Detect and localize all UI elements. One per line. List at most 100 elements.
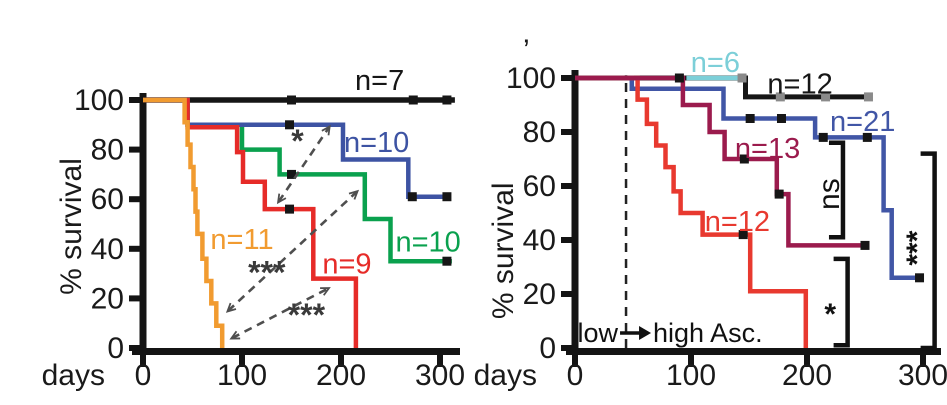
x-tick-label: 200 <box>782 359 832 392</box>
bracket-significance-label: * <box>824 298 836 331</box>
censor-mark-blue-n21 <box>745 114 755 123</box>
y-tick <box>129 245 143 252</box>
y-tick-label: 60 <box>91 183 124 216</box>
n-label-green-n10: n=10 <box>395 226 460 258</box>
censor-mark-blue-n21 <box>915 273 925 283</box>
transition-label-low: low <box>578 318 619 348</box>
x-tick <box>688 355 694 367</box>
censor-mark-red-n9 <box>285 204 295 214</box>
y-tick-label: 20 <box>91 282 124 315</box>
n-label-blue-n21: n=21 <box>830 106 895 138</box>
y-tick <box>129 146 143 153</box>
x-tick-label: 0 <box>135 359 152 392</box>
y-tick <box>561 129 575 135</box>
y-tick <box>561 237 575 243</box>
n-label-cyan-n6: n=6 <box>691 47 740 79</box>
significance-label: *** <box>248 255 286 291</box>
y-tick-label: 100 <box>74 84 124 117</box>
n-label-orange-n11: n=11 <box>210 224 273 256</box>
y-axis-label: % survival <box>487 182 520 319</box>
y-tick-label: 80 <box>523 116 556 149</box>
x-tick-label: 200 <box>316 359 366 392</box>
x-axis <box>566 348 941 355</box>
x-tick <box>239 355 245 367</box>
significance-label: * <box>291 123 304 159</box>
y-axis-label: % survival <box>55 158 88 295</box>
y-tick <box>129 295 143 302</box>
bracket-significance-label: ns <box>813 178 846 210</box>
comparison-bracket <box>828 140 846 240</box>
y-tick-label: 20 <box>523 278 556 311</box>
stray-mark: ’ <box>523 34 530 67</box>
censor-mark-maroon-n13 <box>674 73 684 83</box>
censor-mark-black-n7 <box>408 95 418 105</box>
censor-mark-blue-n10 <box>442 192 452 202</box>
censor-mark-black-n12 <box>821 92 831 102</box>
x-tick <box>920 355 926 367</box>
survival-curve-orange-n11 <box>143 97 225 348</box>
y-tick-label: 60 <box>523 170 556 203</box>
y-tick <box>129 97 143 103</box>
comparison-bracket <box>920 151 937 351</box>
censor-mark-blue-n21 <box>862 132 872 142</box>
transition-arrowhead <box>639 326 652 340</box>
survival-curve-red-n12 <box>575 75 809 348</box>
x-tick-label: 100 <box>666 359 716 392</box>
y-tick-label: 40 <box>523 224 556 257</box>
y-axis <box>139 93 147 355</box>
y-tick-label: 0 <box>107 332 124 365</box>
censor-mark-blue-n21 <box>818 132 828 142</box>
plot-right: 0 20 40 60 80 100 0 100 200 300 days % survival ’ low… <box>474 34 947 392</box>
censor-mark-black-n12 <box>775 92 785 102</box>
y-tick-label: 0 <box>539 332 556 365</box>
y-tick-label: 80 <box>91 134 124 167</box>
n-label-red-n12: n=12 <box>705 206 770 238</box>
y-axis <box>571 70 579 355</box>
n-label-black-n7: n=7 <box>355 65 404 97</box>
x-axis-label: days <box>42 359 105 392</box>
x-tick <box>572 355 578 367</box>
censor-mark-maroon-n13 <box>739 154 749 164</box>
x-tick <box>338 355 344 367</box>
censor-mark-black-n12 <box>863 92 873 102</box>
x-tick-label: 100 <box>217 359 267 392</box>
survival-curve-maroon-n13 <box>575 75 865 248</box>
censor-mark-cyan-n6 <box>737 73 747 83</box>
x-axis <box>132 348 460 355</box>
x-tick-label: 300 <box>898 359 947 392</box>
y-tick-label: 100 <box>506 62 556 95</box>
censor-mark-black-n7 <box>442 95 452 105</box>
y-tick <box>561 183 575 189</box>
censor-mark-blue-n10 <box>407 192 417 202</box>
n-label-red-n9: n=9 <box>322 249 371 281</box>
significance-arrow <box>229 287 331 340</box>
y-tick <box>561 291 575 297</box>
y-tick <box>129 345 143 351</box>
censor-mark-red-n12 <box>738 230 748 240</box>
x-tick <box>804 355 810 367</box>
n-label-black-n12: n=12 <box>767 68 832 100</box>
plot-left: 0 20 40 60 80 100 0 100 200 300 days % survival n=7 n… <box>42 65 465 392</box>
n-label-blue-n10: n=10 <box>344 127 409 159</box>
y-tick <box>561 75 575 81</box>
y-tick <box>561 345 575 351</box>
comparison-bracket <box>833 256 850 348</box>
x-tick-label: 0 <box>567 359 584 392</box>
censor-mark-green-n10 <box>442 256 452 266</box>
y-tick <box>129 196 143 203</box>
n-label-maroon-n13: n=13 <box>735 133 800 165</box>
censor-mark-maroon-n13 <box>774 189 784 199</box>
x-tick <box>140 355 146 367</box>
survival-curve-blue-n21 <box>575 75 923 281</box>
censor-mark-maroon-n13 <box>860 240 870 250</box>
censor-mark-black-n7 <box>287 95 296 105</box>
x-tick-label: 300 <box>415 359 465 392</box>
significance-arrow <box>276 124 331 205</box>
bracket-significance-label: *** <box>901 230 934 265</box>
y-tick-label: 40 <box>91 233 124 266</box>
x-tick <box>437 355 443 367</box>
censor-mark-blue-n21 <box>776 114 786 123</box>
significance-label: *** <box>288 297 326 333</box>
